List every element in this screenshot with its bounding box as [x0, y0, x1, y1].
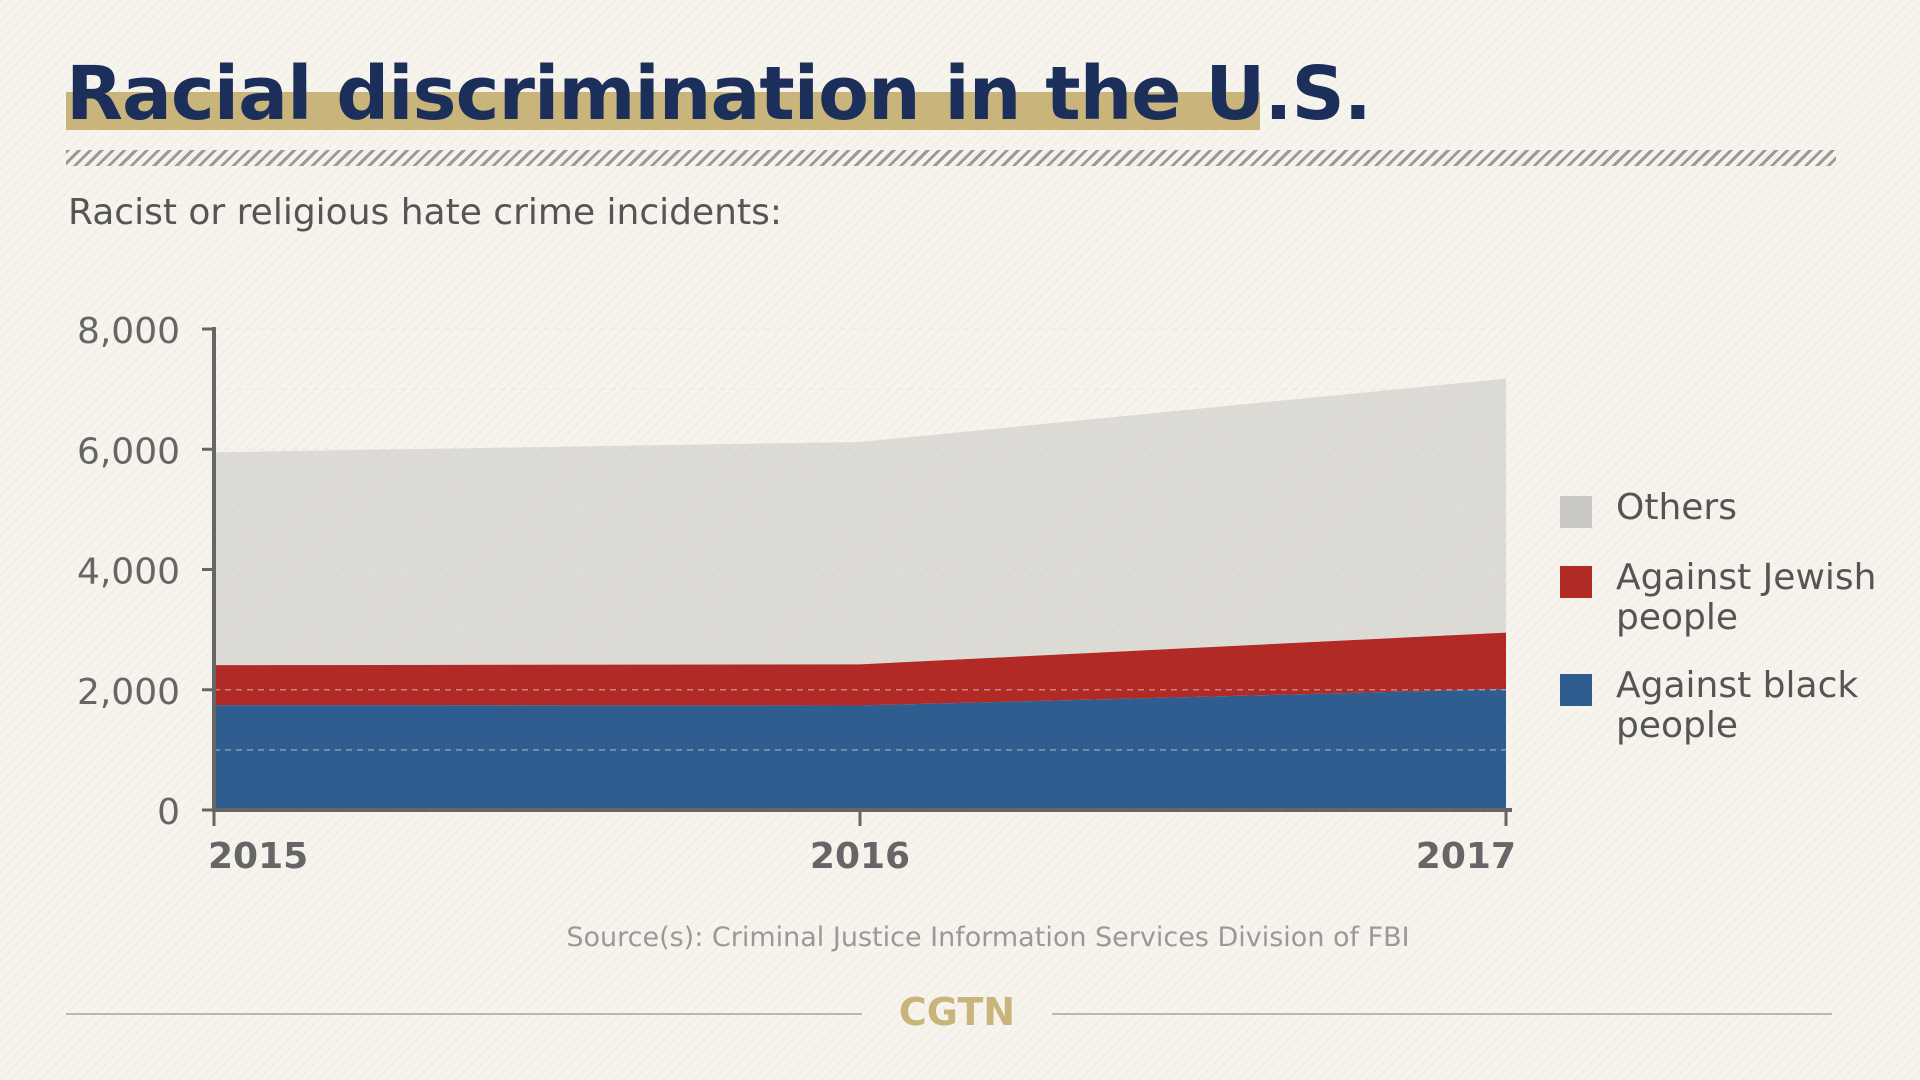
area-against-jewish	[214, 632, 1506, 706]
chart-subtitle: Racist or religious hate crime incidents…	[68, 192, 782, 233]
source-note: Source(s): Criminal Justice Information …	[566, 922, 1410, 953]
legend-swatch-against-black	[1560, 674, 1592, 706]
x-tick-label: 2017	[1416, 836, 1516, 877]
legend-label-against-jewish-line1: Against Jewish	[1616, 557, 1877, 598]
hatched-divider	[66, 150, 1836, 166]
legend-item-against-jewish: Against Jewish people	[1560, 558, 1910, 638]
footer-divider-right	[1052, 1013, 1832, 1015]
brand-logo: CGTN	[898, 990, 1016, 1034]
legend-swatch-others	[1560, 496, 1592, 528]
y-tick-label: 2,000	[77, 672, 180, 713]
legend-item-others: Others	[1560, 488, 1910, 528]
legend-item-against-black: Against black people	[1560, 666, 1910, 746]
y-tick-label: 4,000	[77, 552, 180, 593]
x-tick-label: 2015	[208, 836, 308, 877]
footer-divider-left	[66, 1013, 862, 1015]
y-tick-label: 0	[157, 792, 180, 833]
y-tick-label: 8,000	[77, 311, 180, 352]
legend-label-others: Others	[1616, 487, 1737, 528]
x-tick-label: 2016	[810, 836, 910, 877]
area-against-black	[214, 688, 1506, 810]
chart-title: Racial discrimination in the U.S.	[66, 51, 1372, 137]
legend-label-against-black-line2: people	[1616, 705, 1739, 746]
area-others	[214, 378, 1506, 666]
y-tick-label: 6,000	[77, 431, 180, 472]
title-highlight-bar	[66, 92, 1260, 130]
legend-label-against-jewish-line2: people	[1616, 597, 1739, 638]
legend-label-against-black-line1: Against black	[1616, 665, 1859, 706]
legend: Others Against Jewish people Against bla…	[1560, 488, 1910, 746]
title-block: Racial discrimination in the U.S.	[66, 51, 1372, 137]
legend-swatch-against-jewish	[1560, 566, 1592, 598]
